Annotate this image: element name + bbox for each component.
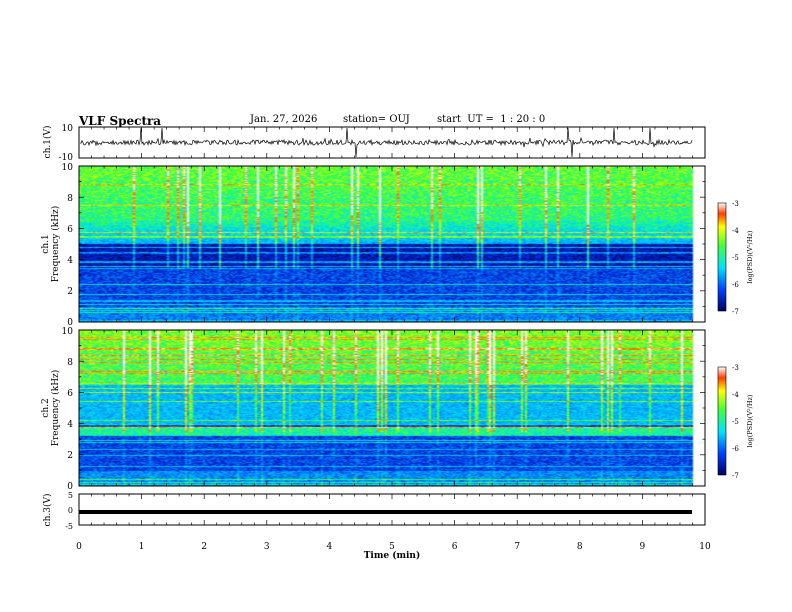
xtick-2: 2 [201, 542, 207, 552]
x-axis-label: Time (min) [364, 550, 421, 561]
ch1-ytick-4: 4 [67, 256, 73, 266]
ch1-spectrogram-image [79, 166, 705, 322]
xtick-7: 7 [514, 542, 520, 552]
chart-title: VLF Spectra [79, 114, 162, 128]
ch2-ytick-6: 6 [67, 389, 73, 399]
ch2-cbtick-m7: -7 [732, 472, 739, 480]
ch2-ylabel-frequency: Frequency (kHz) [50, 370, 61, 447]
ch1-ylabel-frequency: Frequency (kHz) [50, 206, 61, 283]
ch1-ytick-10: 10 [62, 163, 74, 173]
ch2-cbtick-m6: -6 [732, 445, 739, 453]
ch1-ytick-bottom: -10 [59, 153, 74, 163]
ch1-colorbar-label: log(PSD)(V²/Hz) [746, 230, 754, 283]
ch1-ytick-8: 8 [67, 194, 73, 204]
xtick-3: 3 [264, 542, 270, 552]
xtick-6: 6 [452, 542, 458, 552]
ch1-ylabel: ch.1(V) [42, 126, 53, 159]
ch1-cbtick-m3: -3 [732, 200, 739, 208]
ch2-cbtick-m4: -4 [732, 391, 739, 399]
ch1-cbtick-m7: -7 [732, 308, 739, 316]
ch2-ytick-10: 10 [62, 327, 74, 337]
start-time-label: start UT = 1 : 20 : 0 [437, 114, 546, 125]
xtick-9: 9 [640, 542, 646, 552]
ch2-cbtick-m3: -3 [732, 364, 739, 372]
ch3-ytick-m5: -5 [65, 522, 73, 531]
ch1-spectrogram-panel: 0 2 4 6 8 10 ch.1 Frequency (kHz) -3 -4 … [41, 163, 754, 328]
ch1-waveform-panel: 10 -10 ch.1(V) [42, 124, 706, 163]
ch1-ytick-2: 2 [67, 287, 73, 297]
ch1-colorbar [717, 202, 727, 312]
ch1-ytick-6: 6 [67, 225, 73, 235]
ch3-waveform-panel: 5 0 -5 ch.3(V) [42, 491, 706, 531]
xtick-5: 5 [389, 542, 395, 552]
station-label: station= OUJ [343, 114, 410, 125]
ch2-ytick-8: 8 [67, 358, 73, 368]
xtick-0: 0 [76, 542, 82, 552]
ch3-ytick-0: 0 [68, 506, 73, 515]
ch2-colorbar-label: log(PSD)(V²/Hz) [746, 394, 754, 447]
ch2-cbtick-m5: -5 [732, 418, 739, 426]
ch2-ytick-2: 2 [67, 451, 73, 461]
ch2-colorbar [717, 366, 727, 476]
ch2-ytick-4: 4 [67, 420, 73, 430]
date-label: Jan. 27, 2026 [250, 114, 318, 125]
ch1-ylabel: ch.1 [41, 234, 51, 253]
ch1-ytick-0: 0 [67, 318, 73, 328]
xtick-1: 1 [139, 542, 145, 552]
ch1-waveform-line [79, 127, 693, 158]
ch1-ytick-top: 10 [62, 124, 74, 134]
ch3-ytick-5: 5 [68, 491, 73, 500]
ch2-ylabel: ch.2 [41, 398, 51, 417]
ch1-cbtick-m5: -5 [732, 254, 739, 262]
x-axis: 0 1 2 3 4 5 6 7 8 9 10 Time (min) [76, 542, 711, 561]
xtick-4: 4 [327, 542, 333, 552]
ch2-spectrogram-image [79, 330, 705, 486]
xtick-10: 10 [699, 542, 711, 552]
ch3-ylabel: ch.3(V) [42, 494, 53, 527]
axis-ticks [78, 127, 706, 525]
ch2-ytick-0: 0 [67, 482, 73, 492]
xtick-8: 8 [577, 542, 583, 552]
ch1-cbtick-m6: -6 [732, 281, 739, 289]
ch1-cbtick-m4: -4 [732, 227, 739, 235]
ch2-spectrogram-panel: 0 2 4 6 8 10 ch.2 Frequency (kHz) -3 -4 … [41, 327, 754, 492]
